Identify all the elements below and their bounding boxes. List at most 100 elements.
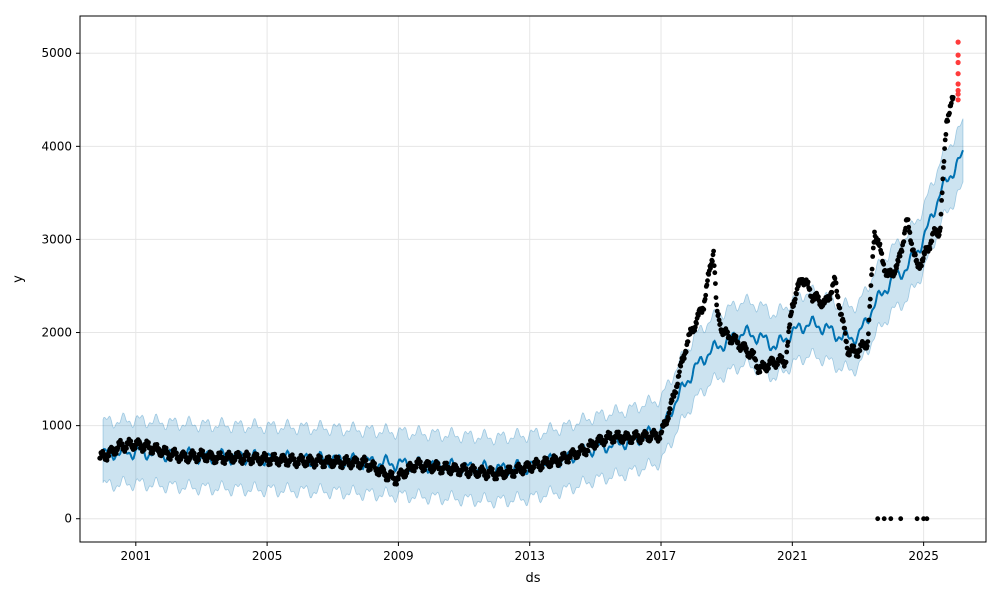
y-tick-label: 0 bbox=[64, 512, 72, 526]
observed-point bbox=[875, 516, 881, 522]
observed-point bbox=[779, 354, 785, 360]
observed-point bbox=[678, 363, 684, 369]
observed-point bbox=[832, 276, 838, 281]
observed-point bbox=[901, 239, 907, 245]
y-tick-label: 4000 bbox=[41, 139, 72, 153]
observed-point bbox=[919, 263, 924, 269]
observed-point bbox=[566, 459, 571, 465]
observed-point bbox=[677, 369, 682, 375]
observed-point bbox=[907, 230, 913, 236]
observed-point bbox=[172, 446, 178, 452]
observed-point bbox=[713, 295, 719, 300]
observed-point bbox=[396, 476, 401, 482]
observed-point bbox=[461, 462, 467, 467]
observed-point bbox=[178, 457, 184, 462]
observed-point bbox=[909, 241, 915, 247]
observed-point bbox=[927, 246, 933, 252]
observed-point bbox=[842, 331, 848, 336]
observed-point bbox=[685, 339, 691, 345]
observed-point bbox=[868, 283, 874, 288]
observed-point bbox=[704, 282, 710, 288]
observed-point bbox=[929, 238, 935, 244]
observed-point bbox=[792, 296, 798, 302]
observed-point bbox=[681, 356, 687, 361]
observed-point bbox=[335, 454, 341, 460]
x-tick-label: 2009 bbox=[383, 549, 414, 563]
observed-point bbox=[775, 362, 780, 367]
observed-point bbox=[869, 266, 875, 272]
observed-point bbox=[785, 339, 791, 345]
observed-point bbox=[938, 225, 943, 231]
observed-point bbox=[816, 294, 821, 300]
x-tick-label: 2013 bbox=[514, 549, 545, 563]
observed-point bbox=[787, 322, 793, 327]
observed-point bbox=[851, 343, 857, 349]
observed-point bbox=[877, 241, 883, 247]
observed-point bbox=[829, 290, 835, 295]
observed-point bbox=[942, 137, 948, 143]
observed-point bbox=[881, 261, 887, 267]
observed-point bbox=[701, 307, 707, 312]
observed-point bbox=[313, 462, 319, 468]
observed-point bbox=[841, 318, 846, 324]
y-tick-label: 5000 bbox=[41, 46, 72, 60]
observed-point bbox=[174, 450, 179, 456]
observed-point bbox=[911, 247, 916, 253]
x-tick-label: 2025 bbox=[908, 549, 939, 563]
observed-points-layer bbox=[97, 94, 956, 522]
y-tick-label: 2000 bbox=[41, 326, 72, 340]
observed-point bbox=[807, 286, 813, 292]
observed-point bbox=[168, 457, 173, 462]
observed-point bbox=[789, 309, 794, 315]
observed-point bbox=[837, 305, 843, 311]
anomaly-point bbox=[955, 87, 961, 94]
observed-point bbox=[835, 294, 841, 300]
observed-point bbox=[794, 291, 799, 297]
observed-point bbox=[706, 272, 712, 277]
observed-point bbox=[146, 440, 151, 445]
observed-point bbox=[300, 455, 306, 460]
y-tick-label: 3000 bbox=[41, 232, 72, 246]
observed-point bbox=[711, 263, 717, 269]
observed-point bbox=[766, 366, 771, 371]
observed-point bbox=[607, 430, 613, 436]
observed-point bbox=[322, 464, 327, 470]
observed-point bbox=[389, 470, 395, 476]
observed-point bbox=[218, 450, 223, 456]
observed-point bbox=[272, 451, 278, 457]
observed-point bbox=[947, 110, 952, 116]
observed-point bbox=[938, 211, 944, 217]
observed-point bbox=[124, 446, 129, 451]
observed-point bbox=[714, 302, 719, 308]
observed-point bbox=[439, 470, 445, 476]
anomaly-point bbox=[955, 81, 961, 87]
observed-point bbox=[783, 359, 789, 365]
observed-point bbox=[411, 468, 417, 474]
observed-point bbox=[296, 461, 301, 467]
observed-point bbox=[222, 461, 228, 466]
observed-point bbox=[844, 339, 849, 345]
observed-point bbox=[839, 312, 844, 317]
observed-point bbox=[857, 348, 863, 354]
observed-point bbox=[422, 467, 427, 473]
observed-point bbox=[865, 339, 871, 344]
observed-point bbox=[196, 457, 201, 463]
observed-point bbox=[633, 429, 639, 434]
observed-point bbox=[751, 349, 757, 355]
observed-point bbox=[939, 198, 944, 203]
observed-point bbox=[163, 445, 169, 451]
observed-point bbox=[786, 329, 791, 335]
observed-point bbox=[940, 176, 946, 182]
observed-point bbox=[694, 321, 699, 326]
observed-point bbox=[472, 465, 477, 471]
observed-point bbox=[870, 245, 876, 251]
observed-point bbox=[717, 321, 723, 327]
anomaly-point bbox=[955, 97, 961, 103]
observed-point bbox=[920, 256, 926, 261]
anomaly-point bbox=[955, 52, 961, 58]
observed-point bbox=[842, 325, 848, 331]
observed-point bbox=[941, 165, 946, 170]
observed-point bbox=[924, 516, 930, 522]
observed-point bbox=[875, 237, 881, 243]
